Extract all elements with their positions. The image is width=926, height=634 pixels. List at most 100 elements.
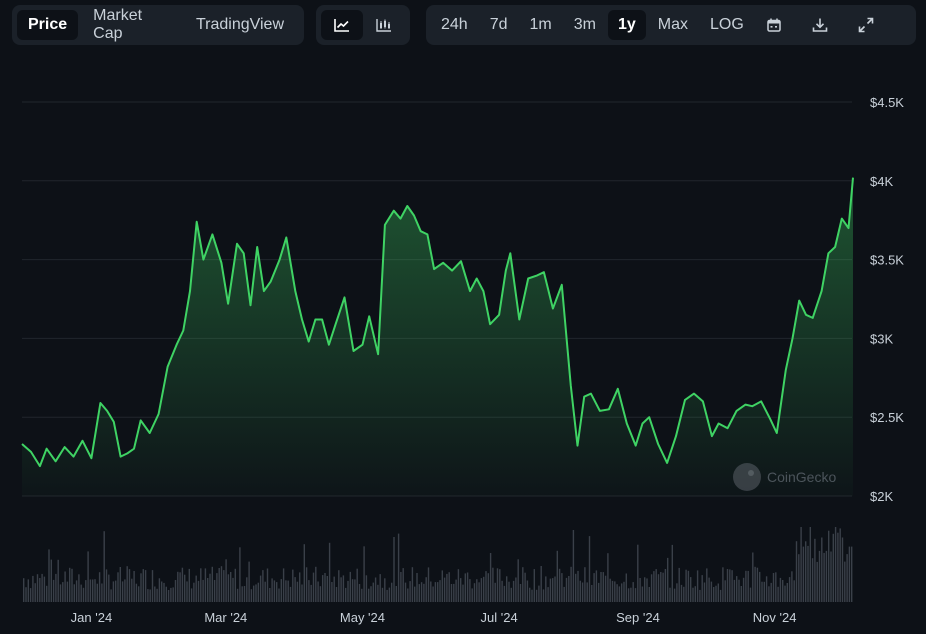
volume-bar [388,587,391,602]
volume-bar [414,586,416,602]
range-7d[interactable]: 7d [489,16,508,33]
volume-bar [190,588,193,602]
volume-bar [85,580,87,602]
volume-bar [299,572,301,602]
volume-bar [508,581,510,602]
volume-bar [94,579,96,602]
volume-bar [250,589,253,602]
volume-bar [809,527,811,602]
volume-bar [777,586,779,602]
volume-bar [365,575,368,602]
volume-bar [510,587,512,602]
volume-bar [71,568,73,602]
volume-bar [220,566,223,602]
volume-bar [448,572,450,602]
volume-bar [273,580,276,602]
volume-bar [36,574,39,602]
volume-bar [248,561,250,602]
x-tick-label: Jan '24 [71,610,113,625]
volume-bar [395,586,397,602]
volume-bar [634,588,637,602]
volume-bar [425,577,427,602]
volume-bar [103,531,105,602]
volume-bar [595,570,598,602]
volume-bar [89,579,92,602]
volume-bar [363,546,365,602]
range-max[interactable]: Max [657,16,688,33]
volume-bar [287,580,289,602]
volume-bar [333,576,335,602]
line-chart-icon [334,19,349,32]
volume-bar [639,578,641,602]
volume-bar [163,582,165,602]
volume-bar [437,582,439,602]
volume-bar [648,587,650,602]
volume-bar [604,575,607,602]
time-range-group: 24h 7d 1m 3m 1y Max LOG [426,5,916,45]
fullscreen-button[interactable] [848,10,884,40]
volume-bar [694,586,696,602]
volume-bar [632,582,634,602]
tab-market-cap[interactable]: Market Cap [93,7,143,42]
volume-bar [609,578,611,602]
line-chart-button[interactable] [321,10,363,40]
volume-bar [140,573,142,602]
volume-bar [372,582,374,602]
range-1m[interactable]: 1m [529,16,552,33]
volume-bar [282,568,285,602]
tab-price[interactable]: Price [17,10,79,40]
volume-bar [181,567,184,602]
y-tick-label: $4.5K [870,95,904,110]
volume-bar [407,588,409,602]
volume-bar [420,582,423,602]
volume-bar [726,569,729,602]
volume-bar [708,577,710,602]
volume-bar [713,587,715,602]
volume-bar [400,572,402,602]
volume-bar [377,584,379,602]
candlestick-chart-button[interactable] [363,10,405,40]
calendar-button[interactable] [756,10,792,40]
tab-tradingview[interactable]: TradingView [195,16,284,33]
volume-bar [591,585,593,602]
volume-bar [851,546,853,602]
volume-bar [347,580,349,602]
y-tick-label: $2K [870,489,893,504]
volume-bar [460,578,462,602]
volume-bar [230,572,232,602]
range-24h[interactable]: 24h [441,16,468,33]
volume-bar [253,585,255,602]
volume-bar [710,581,713,602]
volume-bar [207,578,209,602]
log-scale-toggle[interactable]: LOG [710,16,744,33]
volume-bar [349,571,351,602]
volume-bar [577,570,579,602]
y-tick-label: $3.5K [870,253,904,268]
volume-bar [646,578,648,602]
range-3m[interactable]: 3m [573,16,596,33]
volume-bar [368,588,370,602]
volume-bar [738,579,740,602]
volume-bar [616,584,618,602]
range-1y[interactable]: 1y [607,10,646,40]
volume-bar [575,573,577,602]
volume-bar [637,544,639,602]
volume-bar [354,579,356,602]
volume-bar [499,569,501,602]
volume-bar [328,542,331,602]
volume-bar [816,561,818,602]
watermark-text: CoinGecko [767,469,836,485]
volume-bar [805,541,807,602]
volume-bar [386,589,388,602]
volume-bar [257,582,259,602]
volume-bar [496,568,499,602]
volume-bar [740,586,742,602]
volume-bar [264,581,266,602]
volume-bar [41,573,43,602]
volume-bar [108,574,110,602]
coingecko-logo-eye [748,470,754,476]
volume-bar [715,585,717,602]
volume-bar [554,576,556,602]
volume-bar [87,551,89,602]
download-button[interactable] [802,10,838,40]
